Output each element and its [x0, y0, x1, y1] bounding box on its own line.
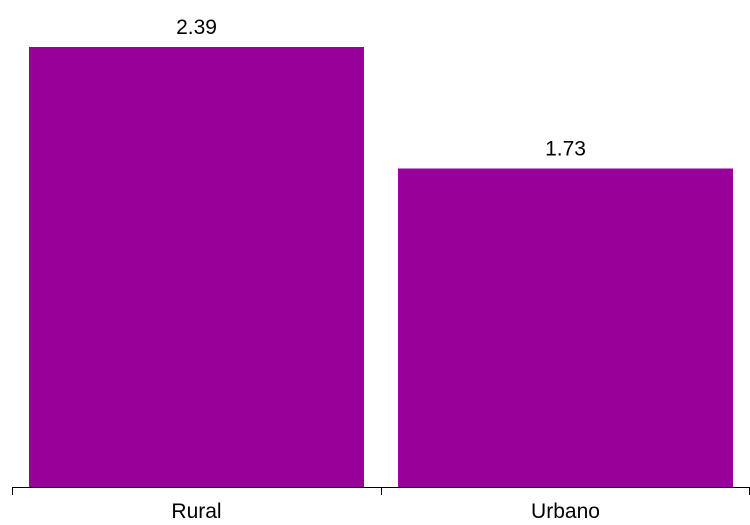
- data-label-urbano: 1.73: [545, 138, 586, 161]
- data-labels-layer: 2.39 1.73: [176, 16, 586, 161]
- x-tick-label-rural: Rural: [171, 500, 221, 523]
- x-tick-label-urbano: Urbano: [531, 500, 600, 523]
- bar-rural: [29, 47, 364, 487]
- bars-layer: [29, 47, 733, 487]
- x-axis: Rural Urbano: [12, 487, 750, 523]
- data-label-rural: 2.39: [176, 16, 217, 39]
- bar-urbano: [398, 168, 733, 487]
